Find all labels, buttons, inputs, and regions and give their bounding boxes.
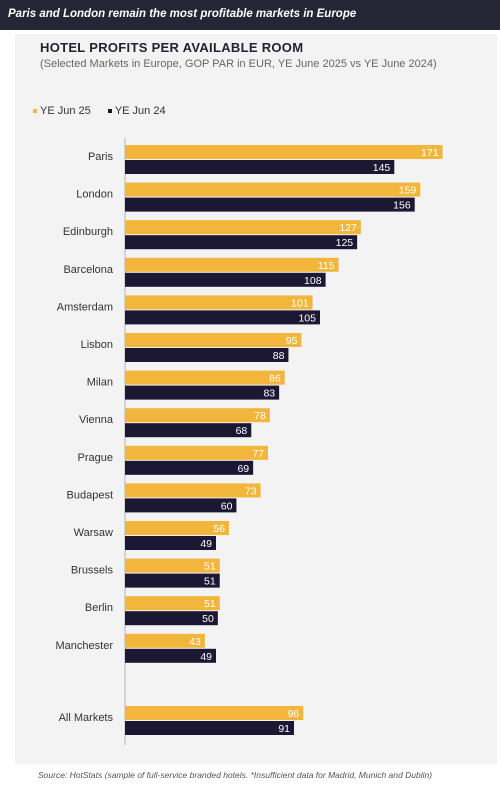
headline-banner: Paris and London remain the most profita… xyxy=(0,0,500,30)
source-note: Source: HotStats (sample of full-service… xyxy=(38,770,433,780)
category-label-warsaw: Warsaw xyxy=(74,527,113,539)
bar-vienna-ye24 xyxy=(125,423,252,438)
bar-lisbon-ye24 xyxy=(125,348,289,362)
data-label-edinburgh-ye24: 125 xyxy=(336,237,354,249)
legend: YE Jun 25 YE Jun 24 xyxy=(33,105,180,117)
data-label-milan-ye24: 83 xyxy=(263,388,275,400)
legend-swatch-ye24 xyxy=(107,109,112,114)
data-label-london-ye25: 159 xyxy=(399,185,417,197)
bar-lisbon-ye25 xyxy=(125,333,302,347)
category-label-milan: Milan xyxy=(87,377,113,389)
bar-warsaw-ye25 xyxy=(125,521,229,535)
legend-label-ye25: YE Jun 25 xyxy=(40,105,91,117)
data-label-barcelona-ye24: 108 xyxy=(304,275,322,287)
bar-all-markets-ye25 xyxy=(125,706,304,720)
data-label-prague-ye25: 77 xyxy=(252,448,264,460)
data-label-all-markets-ye25: 96 xyxy=(288,708,300,720)
bar-edinburgh-ye25 xyxy=(125,220,361,235)
bar-budapest-ye25 xyxy=(125,483,261,498)
data-label-warsaw-ye25: 56 xyxy=(213,523,225,535)
bar-amsterdam-ye24 xyxy=(125,310,320,325)
data-label-lisbon-ye25: 95 xyxy=(286,335,298,347)
data-label-amsterdam-ye24: 105 xyxy=(298,312,316,324)
bar-berlin-ye25 xyxy=(125,596,220,611)
bar-barcelona-ye24 xyxy=(125,272,326,287)
data-label-barcelona-ye25: 115 xyxy=(318,260,335,272)
legend-item-ye24: YE Jun 24 xyxy=(107,105,166,117)
bar-barcelona-ye25 xyxy=(125,257,339,272)
category-label-brussels: Brussels xyxy=(71,565,114,577)
bar-brussels-ye24 xyxy=(125,573,220,588)
category-label-lisbon: Lisbon xyxy=(81,339,113,351)
data-label-warsaw-ye24: 49 xyxy=(200,538,212,550)
bar-berlin-ye24 xyxy=(125,611,218,626)
chart-subtitle: (Selected Markets in Europe, GOP PAR in … xyxy=(40,58,437,70)
legend-swatch-ye25 xyxy=(33,109,37,114)
legend-item-ye25: YE Jun 25 xyxy=(33,105,91,117)
data-label-vienna-ye24: 68 xyxy=(236,425,248,437)
bar-brussels-ye25 xyxy=(125,558,220,573)
data-label-manchester-ye24: 49 xyxy=(200,651,212,663)
bar-london-ye24 xyxy=(125,197,415,212)
data-label-brussels-ye24: 51 xyxy=(204,576,216,588)
data-label-all-markets-ye24: 91 xyxy=(278,723,290,735)
data-label-budapest-ye24: 60 xyxy=(221,500,233,512)
bar-milan-ye24 xyxy=(125,385,280,400)
data-label-berlin-ye24: 50 xyxy=(202,613,214,625)
category-label-prague: Prague xyxy=(78,452,113,464)
data-label-paris-ye25: 171 xyxy=(421,147,439,159)
data-label-paris-ye24: 145 xyxy=(373,162,391,174)
category-label-manchester: Manchester xyxy=(56,640,114,652)
category-label-paris: Paris xyxy=(88,151,114,163)
data-label-manchester-ye25: 43 xyxy=(189,636,201,648)
bar-paris-ye24 xyxy=(125,160,395,174)
data-label-prague-ye24: 69 xyxy=(237,463,249,475)
data-label-lisbon-ye24: 88 xyxy=(273,350,285,362)
data-label-budapest-ye25: 73 xyxy=(245,485,257,497)
category-label-amsterdam: Amsterdam xyxy=(57,301,113,313)
data-label-london-ye24: 156 xyxy=(393,200,411,212)
chart-title: HOTEL PROFITS PER AVAILABLE ROOM xyxy=(40,40,304,55)
data-label-vienna-ye25: 78 xyxy=(254,410,266,422)
category-label-all-markets: All Markets xyxy=(59,712,114,724)
headline-text: Paris and London remain the most profita… xyxy=(8,8,357,20)
category-label-london: London xyxy=(76,189,113,201)
category-label-budapest: Budapest xyxy=(67,489,113,501)
bar-prague-ye25 xyxy=(125,445,268,460)
bar-amsterdam-ye25 xyxy=(125,295,313,310)
data-label-brussels-ye25: 51 xyxy=(204,561,216,573)
bar-milan-ye25 xyxy=(125,370,285,385)
bar-warsaw-ye24 xyxy=(125,536,216,550)
category-label-barcelona: Barcelona xyxy=(63,264,113,276)
bar-all-markets-ye24 xyxy=(125,721,294,735)
bar-budapest-ye24 xyxy=(125,498,237,513)
legend-label-ye24: YE Jun 24 xyxy=(114,105,166,117)
category-label-berlin: Berlin xyxy=(85,602,113,614)
bar-prague-ye24 xyxy=(125,460,254,475)
data-label-edinburgh-ye25: 127 xyxy=(339,222,357,234)
bar-vienna-ye25 xyxy=(125,408,270,423)
bar-edinburgh-ye24 xyxy=(125,235,358,250)
bar-manchester-ye25 xyxy=(125,633,205,648)
data-label-amsterdam-ye25: 101 xyxy=(291,297,309,309)
data-label-berlin-ye25: 51 xyxy=(204,598,216,610)
bar-manchester-ye24 xyxy=(125,648,216,663)
data-label-milan-ye25: 86 xyxy=(269,373,281,385)
bar-london-ye25 xyxy=(125,182,421,197)
category-label-vienna: Vienna xyxy=(79,414,114,426)
category-label-edinburgh: Edinburgh xyxy=(63,226,113,238)
bar-paris-ye25 xyxy=(125,145,443,159)
